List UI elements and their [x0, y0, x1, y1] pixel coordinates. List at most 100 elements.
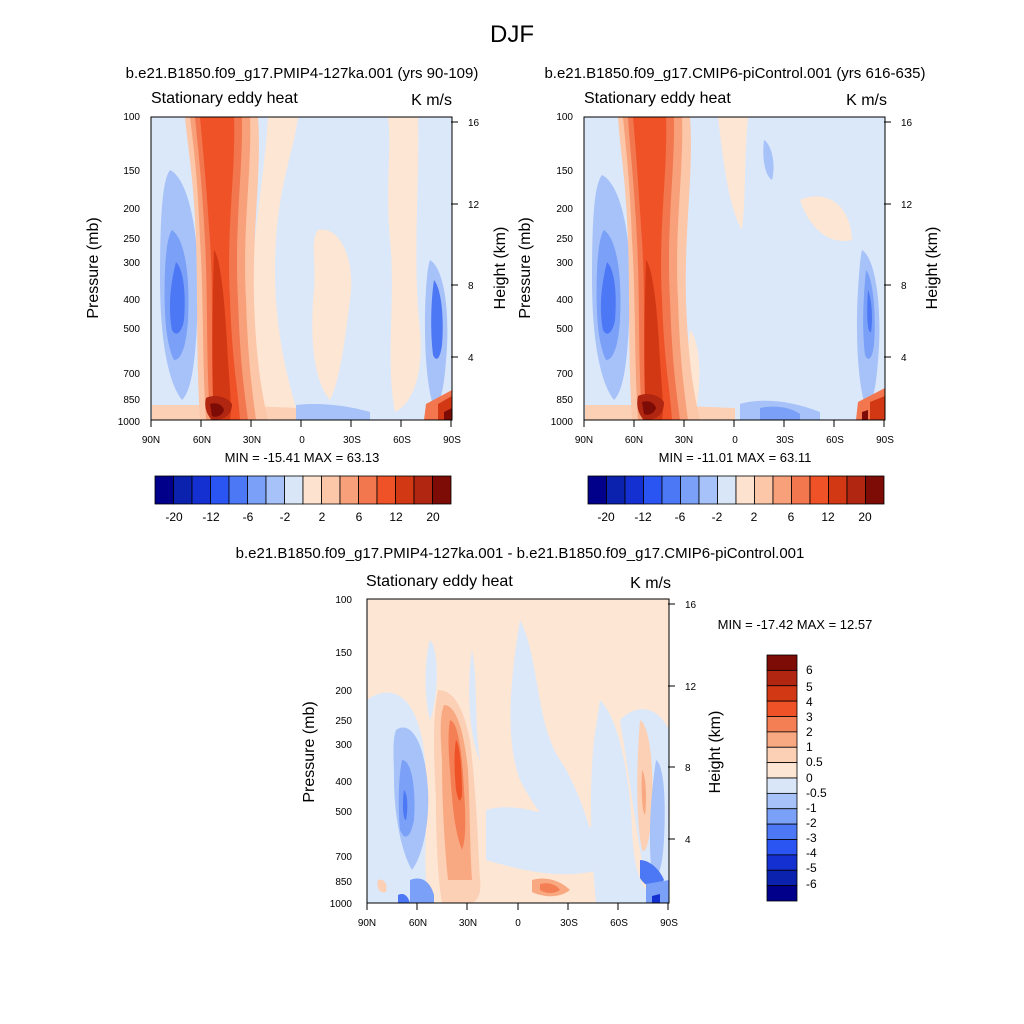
colorbar-swatch [321, 475, 341, 505]
panel-a-ytick: 400 [123, 295, 140, 306]
panel-c-ytick-right: 12 [685, 682, 697, 693]
panel-c-ytick-right: 4 [685, 835, 691, 846]
panel-c-y-axis-right: 16 12 8 4 [685, 600, 697, 846]
panel-a-xtick: 30S [343, 435, 361, 446]
panel-a-xtick: 30N [243, 435, 261, 446]
colorbar-swatch [154, 475, 174, 505]
panel-b-minmax: MIN = -11.01 MAX = 63.11 [659, 450, 812, 465]
colorbar-swatch [791, 475, 811, 505]
colorbar-swatch [735, 475, 755, 505]
colorbar-swatch [766, 669, 798, 687]
colorbar-swatch [228, 475, 248, 505]
panel-c-colorbar-label: -6 [806, 877, 817, 891]
colorbar-swatch [766, 854, 798, 871]
colorbar-swatch [173, 475, 193, 505]
panel-a-ytick-right: 4 [468, 353, 474, 364]
panel-c-xtick: 0 [515, 918, 521, 929]
panel-c-colorbar-label: -0.5 [806, 786, 827, 800]
panel-b-case-title: b.e21.B1850.f09_g17.CMIP6-piControl.001 … [544, 65, 925, 82]
colorbar-swatch [766, 808, 798, 825]
panel-b-xtick: 30N [675, 435, 693, 446]
panel-c-colorbar-label: 2 [806, 725, 813, 739]
colorbar-swatch [766, 823, 798, 840]
panel-top-right: b.e21.B1850.f09_g17.CMIP6-piControl.001 … [517, 65, 941, 524]
panel-a-colorbar-label: -20 [165, 510, 183, 524]
panel-b-xtick: 90S [876, 435, 894, 446]
panel-c-ytick: 150 [335, 648, 352, 659]
panel-a-ytick: 150 [123, 166, 140, 177]
panel-b-ytick: 700 [556, 369, 573, 380]
panel-a-y-axis-right: 16 12 8 4 [468, 118, 480, 364]
panel-c-colorbar-label: 5 [806, 680, 813, 694]
colorbar-swatch [284, 475, 304, 505]
panel-b-tick-marks [583, 121, 891, 427]
panel-c-variable: Stationary eddy heat [366, 573, 513, 590]
panel-a-units: K m/s [411, 92, 452, 109]
panel-c-xtick: 30N [459, 918, 477, 929]
panel-b-colorbar-label: 20 [858, 510, 872, 524]
panel-c-colorbar-label: -3 [806, 831, 817, 845]
panel-b-y-axis-right: 16 12 8 4 [901, 118, 913, 364]
panel-c-units: K m/s [630, 575, 671, 592]
colorbar-swatch [766, 792, 798, 810]
panel-a-ylabel-right: Height (km) [492, 227, 509, 310]
panel-a-ytick-right: 12 [468, 200, 480, 211]
panel-a-xtick: 60S [393, 435, 411, 446]
colorbar-swatch [809, 475, 829, 505]
panel-b-ytick: 500 [556, 324, 573, 335]
panel-top-left: b.e21.B1850.f09_g17.PMIP4-127ka.001 (yrs… [85, 65, 509, 524]
panel-a-tick-marks [150, 121, 458, 427]
panel-c-minmax: MIN = -17.42 MAX = 12.57 [718, 617, 873, 632]
panel-c-xtick: 90S [660, 918, 678, 929]
panel-b-xtick: 0 [732, 435, 738, 446]
panel-a-colorbar-label: -12 [202, 510, 220, 524]
panel-c-colorbar-label: 6 [806, 663, 813, 677]
panel-c-ytick: 100 [335, 595, 352, 606]
panel-a-ytick: 250 [123, 234, 140, 245]
colorbar-swatch [766, 700, 798, 717]
panel-c-colorbar-label: 0 [806, 771, 813, 785]
colorbar-swatch [766, 716, 798, 733]
panel-b-xtick: 30S [776, 435, 794, 446]
colorbar-swatch [624, 475, 644, 505]
panel-a-case-title: b.e21.B1850.f09_g17.PMIP4-127ka.001 (yrs… [126, 65, 479, 82]
panel-c-ytick: 850 [335, 877, 352, 888]
panel-b-ylabel: Pressure (mb) [517, 217, 534, 318]
panel-a-ytick: 850 [123, 395, 140, 406]
panel-c-colorbar: 6 5 4 3 2 1 0.5 0 -0.5 -1 -2 -3 -4 -5 -6 [766, 654, 827, 902]
panel-c-x-axis: 90N 60N 30N 0 30S 60S 90S [358, 918, 678, 929]
colorbar-swatch [210, 475, 230, 505]
colorbar-swatch [698, 475, 718, 505]
panel-c-ytick: 400 [335, 777, 352, 788]
panel-a-ytick: 500 [123, 324, 140, 335]
colorbar-swatch [587, 475, 607, 505]
panel-b-units: K m/s [846, 92, 887, 109]
panel-c-y-axis: 100 150 200 250 300 400 500 700 850 1000 [330, 595, 353, 910]
panel-c-ylabel: Pressure (mb) [301, 701, 318, 802]
colorbar-swatch [643, 475, 663, 505]
panel-b-colorbar-label: -6 [675, 510, 686, 524]
panel-a-ytick: 100 [123, 112, 140, 123]
panel-a-colorbar-label: 12 [389, 510, 403, 524]
panel-b-colorbar-label: 6 [788, 510, 795, 524]
panel-c-ytick-right: 8 [685, 763, 691, 774]
colorbar-swatch [265, 475, 285, 505]
colorbar-swatch [766, 869, 798, 887]
panel-c-ytick: 700 [335, 852, 352, 863]
panel-b-ytick: 100 [556, 112, 573, 123]
panel-c-xtick: 30S [560, 918, 578, 929]
panel-c-colorbar-label: -4 [806, 846, 817, 860]
panel-a-xtick: 90S [443, 435, 461, 446]
panel-c-contours [367, 599, 669, 903]
panel-a-minmax: MIN = -15.41 MAX = 63.13 [225, 450, 380, 465]
panel-bottom-difference: b.e21.B1850.f09_g17.PMIP4-127ka.001 - b.… [236, 545, 873, 929]
panel-a-ylabel: Pressure (mb) [85, 217, 102, 318]
colorbar-swatch [766, 746, 798, 764]
panel-a-colorbar: -20 -12 -6 -2 2 6 12 20 [154, 475, 452, 524]
colorbar-swatch [717, 475, 737, 505]
panel-b-ytick: 850 [556, 395, 573, 406]
panel-b-xtick: 90N [575, 435, 593, 446]
panel-b-ytick: 250 [556, 234, 573, 245]
colorbar-swatch [661, 475, 681, 505]
